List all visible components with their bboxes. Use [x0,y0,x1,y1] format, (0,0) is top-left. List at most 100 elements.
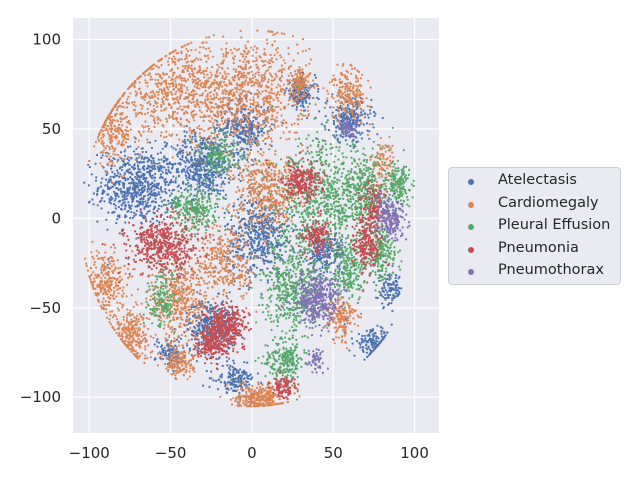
data-point [260,106,263,109]
data-point [128,188,131,191]
data-point [256,89,259,92]
data-point [256,96,260,99]
data-point [202,46,205,49]
data-point [280,64,283,67]
data-point [206,97,210,100]
data-point [398,287,401,290]
data-point [260,134,263,137]
data-point [233,76,236,79]
data-point [150,154,153,157]
data-point [224,73,227,76]
data-point [274,120,277,123]
data-point [241,118,244,121]
data-point [245,167,248,170]
data-point [225,42,228,45]
data-point [148,127,151,130]
data-point [210,105,213,108]
data-point [240,52,243,56]
data-point [254,60,257,63]
data-point [360,111,363,114]
data-point [190,41,193,44]
data-point [145,212,148,215]
data-point [365,351,368,354]
data-point [152,63,155,67]
data-point [260,124,263,127]
data-point [250,46,253,49]
data-point [177,59,180,62]
data-point [233,389,236,393]
data-point [288,93,291,96]
data-point [203,321,207,324]
data-point [391,299,394,302]
data-point [335,130,338,133]
data-point [155,90,158,93]
data-point [157,204,161,207]
data-point [193,130,196,133]
data-point [139,176,142,179]
data-point [185,312,188,315]
data-point [337,242,341,245]
data-point [151,90,154,93]
data-point [229,130,233,134]
data-point [190,138,194,141]
data-point [208,385,211,388]
data-point [231,156,234,159]
data-point [193,90,196,93]
data-point [218,193,222,196]
data-points [83,29,415,408]
data-point [273,92,276,95]
data-point [195,319,198,322]
data-point [119,151,123,154]
data-point [373,348,376,351]
data-point [225,75,228,78]
data-point [254,236,257,239]
data-point [247,61,250,64]
data-point [230,230,233,233]
data-point [169,82,172,86]
data-point [189,170,192,173]
data-point [120,204,123,207]
data-point [297,114,300,118]
data-point [254,125,257,128]
data-point [361,334,364,337]
data-point [380,329,383,332]
data-point [160,345,163,348]
data-point [390,302,393,305]
data-point [219,381,222,384]
data-point [263,113,266,116]
data-point [179,95,182,99]
data-point [383,330,386,334]
data-point [195,57,198,60]
data-point [180,170,184,174]
data-point [200,192,203,195]
data-point [233,79,236,82]
data-point [127,95,130,98]
data-point [165,192,168,195]
data-point [280,254,283,257]
data-point [181,65,184,68]
data-point [107,187,110,191]
data-point [290,123,293,126]
data-point [391,264,394,268]
data-point [133,181,136,184]
data-point [338,268,341,271]
data-point [248,216,251,219]
data-point [143,98,146,101]
data-point [201,161,205,164]
data-point [191,148,194,151]
data-point [256,249,260,252]
data-point [186,88,189,91]
data-point [142,189,145,193]
data-point [252,123,255,126]
data-point [397,277,400,280]
data-point [304,79,307,82]
data-point [165,142,168,145]
data-point [199,46,202,49]
data-point [276,234,280,238]
data-point [215,96,218,99]
data-point [194,135,197,138]
data-point [147,170,150,173]
data-point [273,123,276,126]
data-point [111,211,115,214]
data-point [241,218,244,221]
